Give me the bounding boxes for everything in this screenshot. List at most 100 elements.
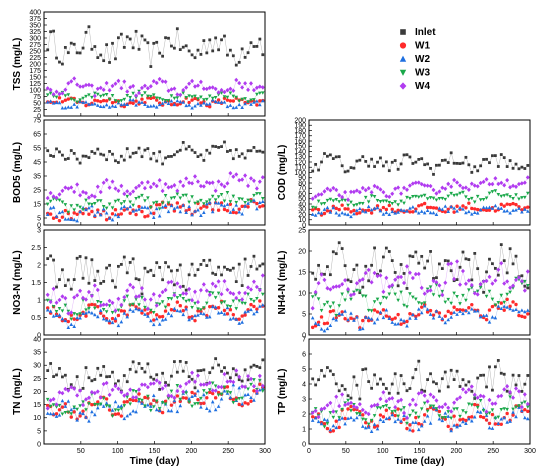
data-point [105, 43, 109, 47]
data-point [154, 200, 159, 205]
data-point [169, 308, 174, 312]
data-point [240, 379, 244, 383]
data-point [484, 409, 489, 415]
data-point [496, 415, 501, 420]
data-point [358, 158, 362, 162]
data-point [334, 419, 338, 423]
data-point [399, 191, 404, 196]
data-point [460, 185, 465, 191]
data-point [334, 284, 339, 289]
data-point [478, 180, 483, 186]
data-point [508, 247, 512, 251]
y-tick-label: 0 [37, 113, 41, 120]
data-point [334, 382, 338, 386]
data-point [355, 203, 359, 207]
y-tick-label: 0.5 [31, 315, 41, 322]
data-point [387, 406, 392, 411]
data-point [375, 297, 380, 302]
data-point [116, 214, 121, 219]
data-point [405, 319, 409, 324]
data-point [258, 205, 262, 209]
data-point [75, 182, 80, 187]
data-point [325, 418, 330, 422]
data-point [434, 191, 439, 196]
data-point [416, 195, 421, 199]
data-point [87, 281, 91, 285]
data-point [93, 403, 97, 407]
data-point [258, 387, 262, 392]
data-point [426, 378, 430, 381]
data-point [526, 205, 530, 209]
data-point [251, 384, 256, 389]
data-point [325, 198, 330, 203]
series-inlet [311, 241, 530, 295]
data-point [210, 281, 215, 286]
data-point [429, 372, 432, 376]
data-point [449, 368, 453, 372]
data-point [508, 304, 512, 309]
data-point [470, 419, 474, 423]
data-point [54, 214, 59, 218]
data-point [219, 397, 224, 401]
data-point [105, 158, 109, 162]
data-point [190, 53, 194, 57]
data-point [46, 369, 50, 373]
data-point [95, 389, 100, 394]
data-point [390, 202, 395, 206]
data-point [485, 270, 488, 274]
data-point [155, 373, 159, 377]
data-point [316, 199, 321, 204]
series-w3 [45, 288, 265, 322]
data-point [181, 141, 185, 144]
data-point [190, 181, 195, 186]
data-point [219, 91, 224, 95]
data-point [89, 83, 94, 88]
data-point [402, 406, 406, 410]
data-point [210, 209, 215, 214]
data-point [57, 306, 62, 311]
data-point [219, 291, 224, 297]
data-point [220, 38, 223, 42]
data-point [334, 252, 338, 256]
data-point [207, 180, 212, 186]
data-point [343, 421, 347, 426]
data-point [66, 217, 71, 221]
data-point [484, 205, 489, 210]
data-point [520, 408, 524, 413]
data-point [367, 380, 371, 383]
data-point [384, 404, 389, 408]
data-point [204, 86, 209, 92]
data-point [375, 310, 380, 314]
data-point [461, 419, 465, 424]
y-tick-label: 70 [298, 186, 306, 193]
data-point [160, 314, 165, 319]
data-point [139, 285, 144, 291]
data-point [199, 213, 203, 218]
data-point [416, 415, 421, 420]
data-point [169, 203, 174, 208]
data-point [381, 390, 386, 395]
data-point [349, 316, 353, 320]
data-point [484, 208, 489, 213]
data-point [340, 310, 344, 314]
x-axis-label: Time (day) [395, 456, 445, 466]
x-tick-label: 200 [450, 448, 462, 455]
data-point [446, 259, 450, 263]
data-point [252, 312, 256, 316]
data-point [111, 279, 114, 283]
data-point [437, 414, 442, 418]
data-point [195, 299, 200, 305]
data-point [110, 414, 115, 418]
data-point [69, 217, 74, 221]
data-point [523, 167, 527, 170]
data-point [119, 99, 124, 103]
data-point [81, 211, 85, 216]
data-point [490, 297, 495, 302]
data-point [193, 151, 197, 154]
data-point [228, 305, 233, 309]
data-point [190, 195, 194, 199]
y-tick-label: 275 [29, 42, 41, 49]
data-point [469, 384, 474, 389]
data-point [234, 148, 238, 152]
data-point [175, 192, 180, 196]
